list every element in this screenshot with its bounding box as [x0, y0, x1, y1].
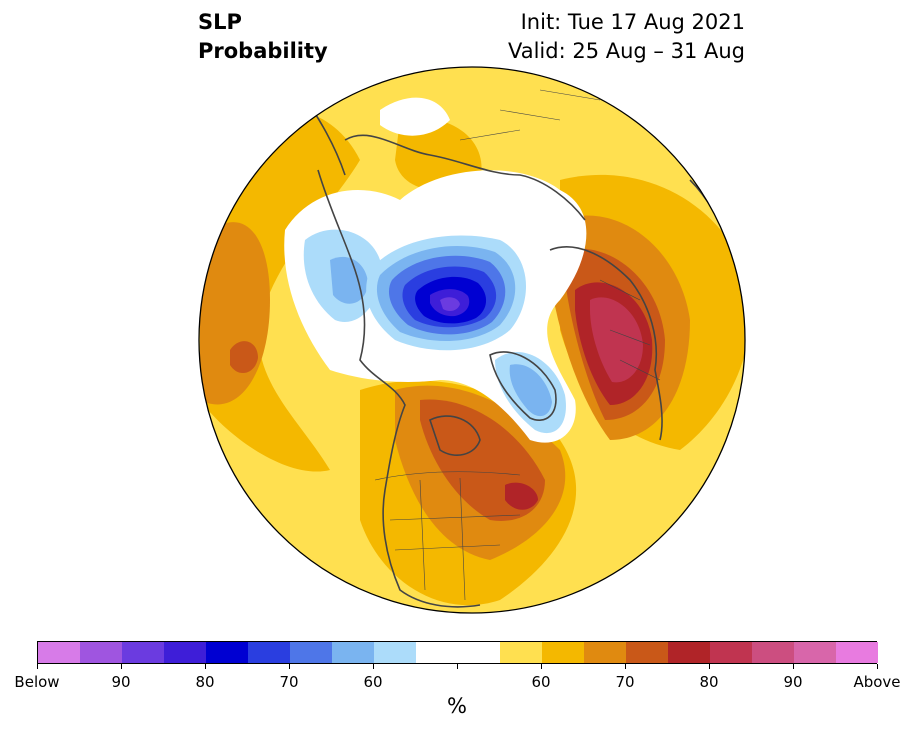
- colorbar-segment: [668, 642, 710, 663]
- colorbar-unit: %: [447, 694, 467, 718]
- title-product: Probability: [198, 39, 328, 63]
- colorbar-segment: [80, 642, 122, 663]
- border-us-canada: [374, 471, 521, 481]
- colorbar-tick: [37, 664, 38, 669]
- colorbar-tick: [373, 664, 374, 669]
- border-us-states-1: [389, 477, 521, 601]
- colorbar-segment: [626, 642, 668, 663]
- colorbar-segment: [38, 642, 80, 663]
- coast-hudson-bay: [429, 415, 481, 456]
- field-sky-blue-greenland: [509, 364, 552, 417]
- colorbar-tick: [289, 664, 290, 669]
- colorbar-tick-label: 70: [279, 673, 299, 691]
- coast-greenland: [489, 351, 557, 421]
- colorbar-segment: [542, 642, 584, 663]
- coast-north-america: [317, 169, 481, 608]
- title-valid-range: Valid: 25 Aug – 31 Aug: [507, 39, 745, 63]
- colorbar-tick: [541, 664, 542, 669]
- colorbar-tick: [709, 664, 710, 669]
- colorbar-tick: [877, 664, 878, 669]
- colorbar-tick-label: 90: [783, 673, 803, 691]
- colorbar-segment: [374, 642, 416, 663]
- colorbar-segment: [584, 642, 626, 663]
- colorbar-segment: [836, 642, 878, 663]
- colorbar-segment: [206, 642, 248, 663]
- colorbar-tick-label: 80: [195, 673, 215, 691]
- chart-title-left: SLP Probability: [198, 8, 328, 66]
- probability-colorbar: [37, 641, 878, 664]
- colorbar-tick-label: 60: [363, 673, 383, 691]
- colorbar-tick-label: 80: [699, 673, 719, 691]
- title-init-date: Init: Tue 17 Aug 2021: [520, 10, 745, 34]
- border-asia: [459, 89, 601, 141]
- polar-probability-map: [198, 66, 746, 614]
- colorbar-segment: [416, 642, 458, 663]
- colorbar-tick-label: 70: [615, 673, 635, 691]
- political-borders: [374, 89, 661, 601]
- colorbar-segment: [458, 642, 500, 663]
- colorbar-segment: [248, 642, 290, 663]
- field-sky-blue-alaska: [330, 256, 368, 304]
- field-red-america: [505, 482, 538, 510]
- field-dark-orange-pacific: [230, 341, 258, 374]
- colorbar-segment: [290, 642, 332, 663]
- colorbar-segment: [752, 642, 794, 663]
- colorbar-tick-label: 90: [111, 673, 131, 691]
- colorbar-tick: [121, 664, 122, 669]
- coast-europe: [549, 246, 663, 441]
- colorbar-tick: [457, 664, 458, 669]
- colorbar-tick-label: 60: [531, 673, 551, 691]
- probability-field: [199, 67, 745, 613]
- map-boundary: [198, 66, 746, 614]
- border-europe: [599, 279, 661, 381]
- colorbar-tick: [793, 664, 794, 669]
- colorbar-segment: [332, 642, 374, 663]
- colorbar-segment: [122, 642, 164, 663]
- colorbar-tick: [625, 664, 626, 669]
- colorbar-tick: [205, 664, 206, 669]
- coast-siberia: [344, 134, 586, 221]
- field-rose-europe: [590, 297, 643, 383]
- field-neutral-siberia: [380, 97, 450, 136]
- colorbar-tick-label: Above: [853, 673, 901, 691]
- colorbar-segment: [710, 642, 752, 663]
- colorbar-tick-label: Below: [14, 673, 60, 691]
- field-gold-siberia: [395, 118, 482, 191]
- colorbar-segment: [500, 642, 542, 663]
- field-purple-arctic: [440, 297, 460, 312]
- title-variable: SLP: [198, 10, 242, 34]
- colorbar-segment: [794, 642, 836, 663]
- chart-title-right: Init: Tue 17 Aug 2021 Valid: 25 Aug – 31…: [508, 8, 745, 66]
- colorbar-segment: [164, 642, 206, 663]
